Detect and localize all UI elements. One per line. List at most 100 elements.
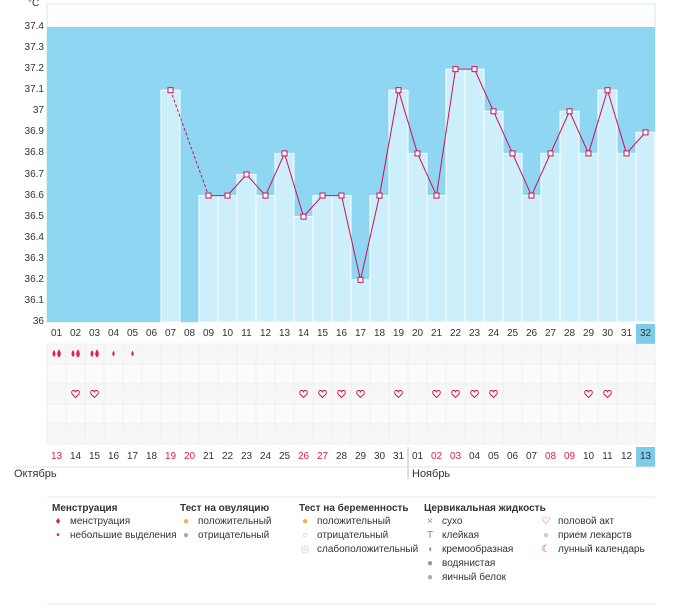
drop-small-icon: • xyxy=(56,530,60,541)
legend-item-label: положительный xyxy=(317,516,391,527)
drop-icon xyxy=(52,350,56,357)
moon-icon: ☾ xyxy=(541,544,551,555)
legend-item-label: слабоположительный xyxy=(317,544,419,555)
current-date-cell xyxy=(636,447,655,467)
date-label: 26 xyxy=(297,451,310,462)
legend-item-label: клейкая xyxy=(442,530,480,541)
temperature-point xyxy=(281,150,288,157)
temperature-line xyxy=(284,153,304,217)
date-label: 28 xyxy=(335,451,348,462)
y-tick-label: 36.2 xyxy=(24,273,44,285)
light-dot-icon: ◎ xyxy=(300,544,310,555)
temperature-point xyxy=(376,192,383,199)
temperature-point xyxy=(509,150,516,157)
cycle-day-label: 09 xyxy=(202,328,215,339)
heart-icon xyxy=(90,390,99,399)
heart-icon xyxy=(318,390,327,399)
temperature-point xyxy=(528,192,535,199)
cycle-day-label: 03 xyxy=(88,328,101,339)
date-label: 14 xyxy=(69,451,82,462)
drop-icon xyxy=(112,350,115,357)
date-label: 18 xyxy=(145,451,158,462)
drop-icon xyxy=(57,349,61,358)
temperature-bar xyxy=(217,195,238,323)
legend-item-label: лунный календарь xyxy=(558,544,645,555)
cycle-day-label: 12 xyxy=(259,328,272,339)
cycle-day-label: 26 xyxy=(525,328,538,339)
temperature-point xyxy=(357,276,364,283)
date-label: 29 xyxy=(354,451,367,462)
pill-icon: ● xyxy=(542,530,550,541)
temperature-bar xyxy=(635,131,656,323)
temperature-point xyxy=(319,192,326,199)
temperature-line xyxy=(303,195,323,217)
heart-icon xyxy=(432,390,441,399)
temperature-point xyxy=(490,108,497,115)
temperature-bar xyxy=(464,68,485,323)
temperature-bar xyxy=(160,89,181,323)
cycle-day-label: 06 xyxy=(145,328,158,339)
heart-icon xyxy=(337,390,346,399)
cycle-day-label: 13 xyxy=(278,328,291,339)
month-label: Ноябрь xyxy=(412,468,451,480)
y-tick-label: 37 xyxy=(32,105,44,117)
legend-item-label: менструация xyxy=(70,516,131,527)
legend-group-title: Тест на беременность xyxy=(299,503,409,514)
current-day-cell xyxy=(636,324,655,344)
temperature-bar xyxy=(616,152,637,323)
temperature-bar xyxy=(312,195,333,323)
temperature-bar xyxy=(236,174,257,323)
egg-icon: ● xyxy=(426,572,434,583)
t-icon: T xyxy=(426,530,434,541)
temperature-bar xyxy=(559,110,580,323)
y-tick-label: 36.1 xyxy=(24,294,44,306)
date-label: 13 xyxy=(50,451,63,462)
date-label: 16 xyxy=(107,451,120,462)
date-label: 01 xyxy=(411,451,424,462)
temperature-line xyxy=(398,90,418,154)
temperature-point xyxy=(471,66,478,73)
date-label: 25 xyxy=(278,451,291,462)
orange-dot-icon: ● xyxy=(182,516,190,527)
cycle-day-label: 23 xyxy=(468,328,481,339)
date-label: 04 xyxy=(468,451,481,462)
date-label: 05 xyxy=(487,451,500,462)
y-tick-label: 36.3 xyxy=(24,252,44,264)
legend-item-label: положительный xyxy=(198,516,272,527)
date-label: 13 xyxy=(639,451,652,462)
cycle-day-label: 25 xyxy=(506,328,519,339)
drop-icon xyxy=(95,349,99,358)
legend-group-title: Менструация xyxy=(52,503,118,514)
cycle-day-label: 16 xyxy=(335,328,348,339)
temperature-line xyxy=(588,90,608,154)
cross-icon: × xyxy=(427,516,433,527)
date-label: 30 xyxy=(373,451,386,462)
temperature-point xyxy=(623,150,630,157)
orange-dot-icon: ● xyxy=(301,516,309,527)
drop-icon xyxy=(76,349,80,358)
date-label: 12 xyxy=(620,451,633,462)
date-label: 11 xyxy=(602,451,613,462)
temperature-line xyxy=(265,153,285,196)
legend-item-label: небольшие выделения xyxy=(70,530,177,541)
temperature-bar xyxy=(426,195,447,323)
cycle-day-label: 10 xyxy=(221,328,234,339)
temperature-point xyxy=(243,171,250,178)
legend-item-label: сухо xyxy=(442,516,463,527)
heart-icon xyxy=(451,390,460,399)
temperature-bar xyxy=(274,152,295,323)
date-label: 24 xyxy=(259,451,272,462)
cycle-day-label: 24 xyxy=(487,328,500,339)
y-tick-label: 36.9 xyxy=(24,126,44,138)
drop-icon xyxy=(71,350,75,357)
date-label: 20 xyxy=(183,451,196,462)
legend-item-label: яичный белок xyxy=(442,572,507,583)
white-dot-icon: ○ xyxy=(301,530,309,541)
cycle-day-label: 27 xyxy=(544,328,557,339)
drop-icon xyxy=(90,350,94,357)
y-tick-label: 36.6 xyxy=(24,189,44,201)
temperature-line xyxy=(379,90,399,196)
date-label: 08 xyxy=(544,451,557,462)
heart-icon xyxy=(603,390,612,399)
temperature-bar xyxy=(350,279,371,323)
